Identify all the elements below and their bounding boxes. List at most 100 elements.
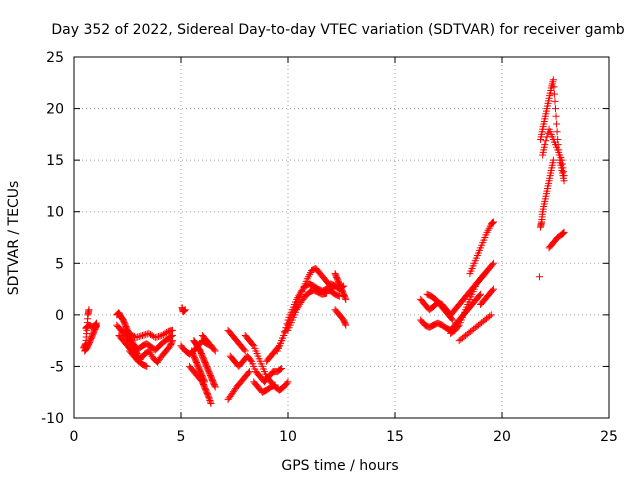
data-point-marker	[180, 307, 188, 315]
data-point-marker	[550, 83, 558, 91]
y-tick-label: -10	[41, 411, 64, 427]
data-point-marker	[293, 306, 301, 314]
data-point-marker	[210, 346, 218, 354]
data-point-marker	[480, 271, 488, 279]
data-point-marker	[448, 315, 456, 323]
data-point-marker	[339, 283, 347, 291]
data-point-marker	[489, 218, 497, 226]
data-point-marker	[156, 332, 164, 340]
data-point-marker	[341, 320, 349, 328]
data-point-marker	[454, 322, 462, 330]
data-point-marker	[476, 292, 484, 300]
chart-title: Day 352 of 2022, Sidereal Day-to-day VTE…	[51, 22, 624, 38]
data-point-marker	[560, 229, 568, 237]
data-point-marker	[142, 362, 150, 370]
data-point-marker	[335, 292, 343, 300]
data-point-marker	[205, 395, 213, 403]
data-point-marker	[206, 398, 214, 406]
data-point-marker	[271, 381, 279, 389]
data-point-marker	[342, 295, 350, 303]
y-tick-label: 25	[46, 50, 64, 66]
data-point-marker	[92, 320, 100, 328]
data-point-marker	[138, 331, 146, 339]
x-tick-label: 0	[70, 429, 79, 445]
data-point-marker	[489, 219, 497, 227]
y-tick-label: -5	[50, 359, 64, 375]
data-point-marker	[489, 285, 497, 293]
data-point-marker	[147, 351, 155, 359]
data-point-marker	[140, 331, 148, 339]
data-point-marker	[143, 362, 151, 370]
data-point-marker	[535, 273, 543, 281]
data-point-marker	[206, 396, 214, 404]
x-axis-title: GPS time / hours	[281, 458, 398, 474]
data-point-marker	[549, 76, 557, 84]
data-point-marker	[92, 319, 100, 327]
data-point-marker	[559, 164, 567, 172]
data-point-marker	[449, 316, 457, 324]
data-point-marker	[558, 230, 566, 238]
data-point-marker	[211, 383, 219, 391]
data-point-marker	[560, 172, 568, 180]
data-point-marker	[486, 312, 494, 320]
axes: 0 5 10 15 20 25 -10 -5 0 5 10 15 20 25	[41, 50, 618, 445]
data-point-marker	[122, 328, 130, 336]
data-point-marker	[294, 304, 302, 312]
y-axis-title: SDTVAR / TECUs	[6, 181, 22, 296]
data-point-marker	[245, 368, 253, 376]
data-point-marker	[487, 311, 495, 319]
grid	[74, 57, 609, 418]
data-point-marker	[551, 97, 559, 105]
data-point-marker	[195, 345, 203, 353]
data-point-marker	[559, 229, 567, 237]
data-point-marker	[151, 334, 159, 342]
y-tick-label: 20	[46, 102, 64, 118]
data-point-marker	[244, 369, 252, 377]
data-point-marker	[488, 261, 496, 269]
data-point-marker	[137, 332, 145, 340]
data-point-marker	[134, 333, 142, 341]
data-points	[80, 76, 568, 408]
data-point-marker	[143, 330, 151, 338]
data-point-marker	[207, 400, 215, 408]
data-point-marker	[541, 141, 549, 149]
data-point-marker	[477, 290, 485, 298]
data-point-marker	[278, 364, 286, 372]
data-point-marker	[284, 378, 292, 386]
y-tick-label: 10	[46, 205, 64, 221]
data-point-marker	[153, 333, 161, 341]
data-point-marker	[181, 306, 189, 314]
data-point-marker	[168, 326, 176, 334]
data-point-marker	[550, 90, 558, 98]
data-point-marker	[549, 156, 557, 164]
y-tick-label: 15	[46, 153, 64, 169]
data-point-marker	[211, 382, 219, 390]
plot-frame	[73, 56, 610, 419]
data-point-marker	[201, 378, 209, 386]
data-point-marker	[560, 228, 568, 236]
data-point-marker	[168, 337, 176, 345]
x-tick-label: 10	[279, 429, 297, 445]
data-point-marker	[124, 329, 132, 337]
data-point-marker	[82, 345, 90, 353]
data-point-marker	[145, 347, 153, 355]
data-point-marker	[323, 289, 331, 297]
data-point-marker	[277, 365, 285, 373]
data-point-marker	[168, 338, 176, 346]
data-point-marker	[146, 349, 154, 357]
data-point-marker	[341, 294, 349, 302]
data-point-marker	[481, 270, 489, 278]
y-tick-label: 5	[55, 256, 64, 272]
data-point-marker	[553, 128, 561, 136]
data-point-marker	[489, 259, 497, 267]
data-point-marker	[488, 220, 496, 228]
data-point-marker	[180, 307, 188, 315]
x-tick-label: 15	[386, 429, 404, 445]
data-point-marker	[119, 326, 127, 334]
data-point-marker	[181, 306, 189, 314]
x-tick-label: 25	[600, 429, 618, 445]
data-point-marker	[200, 377, 208, 385]
x-tick-label: 5	[177, 429, 186, 445]
data-point-marker	[558, 160, 566, 168]
